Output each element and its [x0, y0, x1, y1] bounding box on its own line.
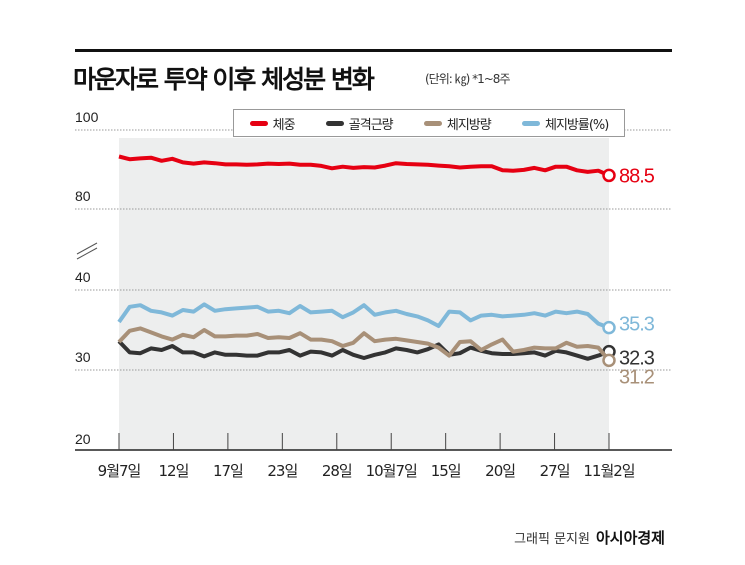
x-tick-label: 17일	[213, 462, 243, 480]
legend-item: 골격근량	[325, 114, 394, 133]
axis-break-mark	[76, 242, 98, 255]
legend-swatch	[521, 120, 540, 126]
y-tick-label: 80	[75, 188, 91, 204]
x-tick-label: 15일	[431, 462, 461, 480]
end-marker	[602, 320, 616, 335]
credit: 그래픽 문지원	[514, 532, 590, 547]
logo: 아시아경제	[595, 529, 665, 547]
legend-item: 체지방량	[423, 114, 492, 133]
end-value-label: 35.3	[619, 314, 655, 336]
x-tick-label: 12일	[158, 462, 188, 480]
y-tick-label: 20	[75, 431, 91, 447]
x-tick-label: 27일	[540, 462, 570, 480]
legend-item: 체지방률(%)	[521, 114, 609, 133]
legend: 체중 골격근량 체지방량 체지방률(%)	[233, 109, 625, 137]
series-line	[117, 302, 610, 330]
series-line	[117, 326, 611, 362]
legend-swatch	[423, 120, 442, 126]
axis-break-mark	[76, 247, 98, 260]
x-tick-label: 9월7일	[98, 462, 141, 480]
x-tick-label: 23일	[267, 462, 297, 480]
legend-label: 체지방률(%)	[544, 117, 609, 133]
legend-swatch	[249, 120, 268, 126]
y-tick-label: 30	[75, 349, 91, 365]
x-tick-label: 20일	[485, 462, 515, 480]
series-line	[118, 154, 610, 178]
y-tick-label: 100	[75, 109, 99, 125]
x-tick-label: 11월2일	[583, 462, 634, 480]
plot-background	[119, 138, 609, 450]
legend-swatch	[325, 120, 344, 126]
unit-note: (단위: ㎏) *1~8주	[425, 72, 510, 86]
footer: 그래픽 문지원 아시아경제	[514, 527, 665, 548]
top-rule	[75, 49, 672, 52]
x-tick-label: 10월7일	[366, 462, 417, 480]
end-marker	[602, 168, 616, 183]
legend-label: 체중	[272, 117, 296, 133]
legend-item: 체중	[249, 114, 296, 133]
end-value-label: 31.2	[619, 366, 655, 388]
chart-title: 마운자로 투약 이후 체성분 변화	[73, 65, 375, 94]
series-line	[117, 339, 610, 361]
end-value-label: 88.5	[619, 165, 655, 187]
end-value-label: 32.3	[619, 348, 655, 370]
y-tick-label: 40	[75, 269, 91, 285]
end-marker	[602, 353, 616, 368]
x-tick-label: 28일	[322, 462, 352, 480]
legend-label: 체지방량	[446, 117, 492, 133]
legend-label: 골격근량	[348, 117, 394, 133]
